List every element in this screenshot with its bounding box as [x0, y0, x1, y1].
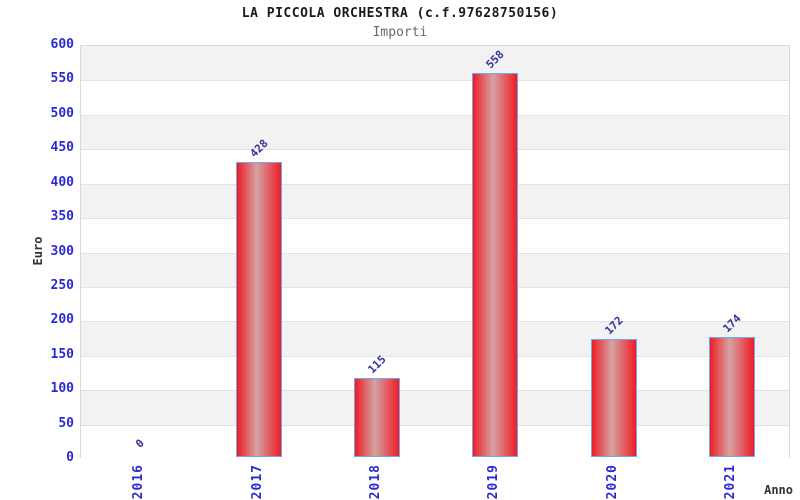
bar-2017: [235, 162, 282, 457]
gridline: [81, 80, 789, 82]
y-tick-label: 500: [50, 105, 74, 121]
plot-band: [81, 252, 789, 287]
plot-band: [81, 218, 789, 253]
gridline: [81, 424, 789, 426]
gridline: [81, 252, 789, 254]
gridline: [81, 114, 789, 116]
bar-2020: [590, 338, 637, 457]
x-tick-label: 2020: [604, 464, 620, 500]
chart-subtitle: Importi: [372, 25, 428, 40]
x-tick-label: 2021: [722, 464, 738, 500]
plot-band: [81, 80, 789, 115]
plot-band: [81, 321, 789, 356]
gridline: [81, 286, 789, 288]
plot-band: [81, 390, 789, 425]
plot-band: [81, 149, 789, 184]
plot-band: [81, 355, 789, 391]
x-tick-label: 2017: [249, 464, 265, 500]
y-tick-label: 300: [50, 243, 74, 259]
plot-band: [81, 46, 789, 81]
gridline: [81, 149, 789, 151]
bar-2019: [472, 72, 519, 457]
x-axis-title: Anno: [764, 483, 793, 497]
y-tick-label: 100: [50, 381, 74, 397]
y-tick-label: 400: [50, 174, 74, 190]
y-tick-label: 50: [58, 415, 74, 431]
gridline: [81, 390, 789, 392]
plot-area: 0 428 115 558 172 174: [80, 45, 790, 459]
x-tick-label: 2019: [486, 464, 502, 500]
y-axis: 0 50 100 150 200 250 300 350 400 450 500 550 600: [0, 37, 74, 465]
bar-2018: [353, 377, 400, 457]
bar-2021: [708, 337, 755, 457]
plot-band: [81, 286, 789, 322]
y-tick-label: 150: [50, 346, 74, 362]
x-tick-label: 2018: [367, 464, 383, 500]
y-tick-label: 0: [66, 450, 74, 465]
gridline: [81, 183, 789, 185]
plot-band: [81, 424, 789, 459]
y-tick-label: 550: [50, 71, 74, 87]
y-tick-label: 600: [50, 37, 74, 52]
y-tick-label: 200: [50, 312, 74, 328]
gridline: [81, 355, 789, 357]
y-tick-label: 450: [50, 140, 74, 156]
gridline: [81, 321, 789, 323]
x-axis: 2016 2017 2018 2019 2020 2021: [80, 459, 790, 500]
x-tick-label: 2016: [131, 464, 147, 500]
plot-band: [81, 183, 789, 219]
y-tick-label: 350: [50, 209, 74, 225]
gridline: [81, 218, 789, 220]
y-tick-label: 250: [50, 277, 74, 293]
plot-band: [81, 114, 789, 150]
chart-title: LA PICCOLA ORCHESTRA (c.f.97628750156): [241, 6, 559, 21]
